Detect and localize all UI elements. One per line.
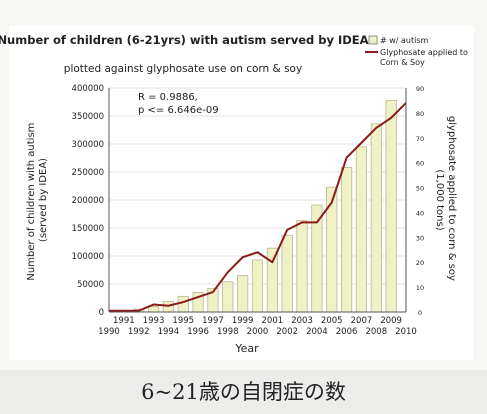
- x-tick-label: 1997: [202, 316, 224, 326]
- x-axis-label: Year: [234, 342, 259, 355]
- x-tick-label: 2003: [291, 316, 313, 326]
- x-tick-label: 2000: [247, 327, 269, 337]
- chart: Number of children (6-21yrs) with autism…: [0, 33, 468, 355]
- legend-line-label-part: Glyphosate applied to: [380, 48, 468, 57]
- y-right-tick-label: 40: [416, 209, 424, 217]
- y-left-label: Number of children with autism (served b…: [26, 119, 49, 280]
- y-right-tick-label: 90: [416, 85, 424, 93]
- x-tick-label: 2010: [395, 327, 417, 337]
- y-left-tick-label: 350000: [72, 112, 104, 122]
- legend-line-label: Glyphosate applied to Corn & Soy: [380, 48, 468, 67]
- y-left-tick-label: 50000: [77, 280, 104, 290]
- tick-labels: 0 50000 100000 150000 200000 250000 300000 3500…: [72, 84, 425, 337]
- y-left-tick-label: 250000: [72, 168, 104, 178]
- y-left-label-line2: (served by IDEA): [38, 158, 49, 242]
- y-right-tick-label: 10: [416, 284, 424, 292]
- bar: [281, 234, 293, 313]
- bar: [341, 167, 353, 313]
- y-left-tick-label: 400000: [72, 84, 104, 94]
- x-tick-label: 2008: [365, 327, 387, 337]
- bar: [222, 281, 234, 313]
- glyphosate-line: [109, 102, 407, 312]
- x-tick-label: 1992: [128, 327, 150, 337]
- axes: [108, 88, 407, 313]
- y-left-label-line1: Number of children with autism: [26, 123, 37, 281]
- y-right-tick-label: 70: [416, 135, 424, 143]
- x-tick-label: 2009: [380, 316, 402, 326]
- y-right-tick-label: 60: [416, 160, 424, 168]
- bar-series: [133, 99, 397, 313]
- bar: [296, 220, 308, 313]
- y-right-tick-label: 30: [416, 234, 424, 242]
- y-right-tick-label: 0: [418, 309, 422, 317]
- y-left-tick-label: 200000: [72, 196, 104, 206]
- y-right-label-line1: glyphosate applied to corn & soy: [446, 116, 457, 281]
- y-right-tick-label: 80: [416, 110, 424, 118]
- x-tick-label: 2005: [321, 316, 343, 326]
- x-tick-label: 1999: [232, 316, 254, 326]
- y-right-tick-label: 20: [416, 259, 424, 267]
- bar: [355, 146, 368, 313]
- y-left-tick-label: 300000: [72, 140, 104, 150]
- x-tick-label: 1996: [187, 327, 209, 337]
- annotation-p: p <= 6.646e-09: [138, 105, 219, 116]
- x-tick-label: 2002: [276, 327, 298, 337]
- bar: [266, 247, 278, 313]
- y-left-tick-label: 0: [99, 308, 104, 318]
- x-tick-label: 2004: [306, 327, 328, 337]
- x-tick-label: 1990: [98, 327, 120, 337]
- legend-line-label-part: Corn & Soy: [380, 58, 425, 67]
- annotation-r: R = 0.9886,: [138, 92, 198, 103]
- y-right-label-line2: (1,000 tons): [434, 169, 445, 230]
- x-tick-label: 1994: [158, 327, 180, 337]
- bar: [370, 123, 382, 313]
- x-tick-label: 1991: [113, 316, 135, 326]
- x-tick-label: 2001: [262, 316, 284, 326]
- x-tick-label: 2007: [351, 316, 373, 326]
- y-right-tick-label: 50: [416, 185, 424, 193]
- bar: [385, 99, 397, 313]
- bar: [251, 259, 264, 313]
- bar: [237, 275, 249, 313]
- y-right-label: glyphosate applied to corn & soy (1,000 …: [434, 116, 457, 284]
- x-tick-label: 1993: [143, 316, 165, 326]
- legend-bar-swatch: [368, 35, 378, 45]
- y-left-tick-label: 150000: [72, 224, 104, 234]
- legend-bar-label: # w/ autism: [380, 36, 429, 45]
- x-tick-label: 1998: [217, 327, 239, 337]
- slide-caption: 6~21歳の自閉症の数: [141, 380, 346, 404]
- y-left-tick-label: 100000: [72, 252, 104, 262]
- x-tick-label: 1995: [172, 316, 194, 326]
- chart-title: Number of children (6-21yrs) with autism…: [0, 33, 369, 47]
- bar: [177, 295, 189, 313]
- x-tick-label: 2006: [336, 327, 358, 337]
- chart-subtitle: plotted against glyphosate use on corn &…: [64, 63, 302, 75]
- bar: [147, 305, 160, 313]
- line-series: [109, 102, 407, 312]
- legend: # w/ autism Glyphosate applied to Corn & …: [365, 35, 468, 67]
